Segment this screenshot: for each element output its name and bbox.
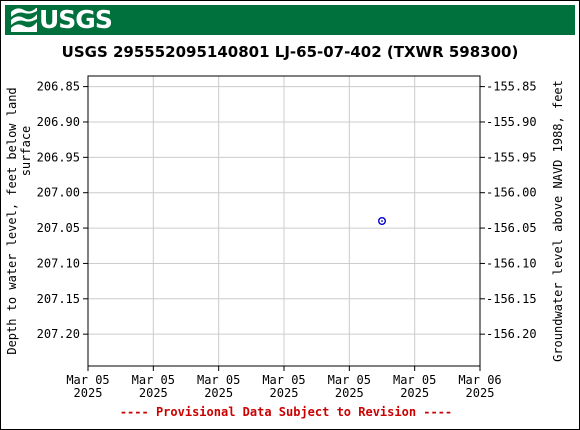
usgs-logo-icon: [11, 8, 37, 32]
usgs-banner: USGS: [5, 5, 575, 35]
left-tick-label: 207.15: [37, 292, 80, 306]
x-tick-label-year: 2025: [335, 386, 364, 400]
left-tick-label: 207.05: [37, 221, 80, 235]
x-tick-label: Mar 06: [458, 373, 501, 387]
data-point: [378, 216, 387, 225]
x-tick-label: Mar 05: [262, 373, 305, 387]
left-tick-label: 206.95: [37, 150, 80, 164]
x-tick-label-year: 2025: [204, 386, 233, 400]
left-axis-label-line2: surface: [19, 126, 33, 177]
left-tick-label: 207.10: [37, 256, 80, 270]
x-tick-label: Mar 05: [197, 373, 240, 387]
x-tick-label: Mar 05: [132, 373, 175, 387]
left-tick-label: 206.90: [37, 115, 80, 129]
x-tick-label-year: 2025: [400, 386, 429, 400]
right-tick-label: -155.85: [486, 80, 537, 94]
right-axis-label: Groundwater level above NAVD 1988, feet: [551, 80, 565, 362]
left-axis-label: Depth to water level, feet below land: [5, 87, 19, 354]
x-tick-label-year: 2025: [139, 386, 168, 400]
left-tick-label: 207.20: [37, 327, 80, 341]
right-tick-label: -156.20: [486, 327, 537, 341]
data-point-center: [381, 220, 383, 222]
x-tick-label-year: 2025: [466, 386, 495, 400]
x-tick-label: Mar 05: [66, 373, 109, 387]
right-tick-label: -156.05: [486, 221, 537, 235]
provisional-footer: ---- Provisional Data Subject to Revisio…: [120, 405, 452, 419]
right-tick-label: -156.15: [486, 292, 537, 306]
x-tick-label: Mar 05: [328, 373, 371, 387]
left-tick-label: 206.85: [37, 80, 80, 94]
plot-border: [87, 75, 481, 367]
right-tick-label: -156.00: [486, 186, 537, 200]
right-tick-label: -155.90: [486, 115, 537, 129]
left-tick-label: 207.00: [37, 186, 80, 200]
right-tick-label: -156.10: [486, 256, 537, 270]
chart-title: USGS 295552095140801 LJ-65-07-402 (TXWR …: [61, 43, 519, 61]
x-tick-label: Mar 05: [393, 373, 436, 387]
x-tick-label-year: 2025: [270, 386, 299, 400]
usgs-logo-text: USGS: [39, 5, 113, 34]
right-tick-label: -155.95: [486, 150, 537, 164]
x-tick-label-year: 2025: [74, 386, 103, 400]
